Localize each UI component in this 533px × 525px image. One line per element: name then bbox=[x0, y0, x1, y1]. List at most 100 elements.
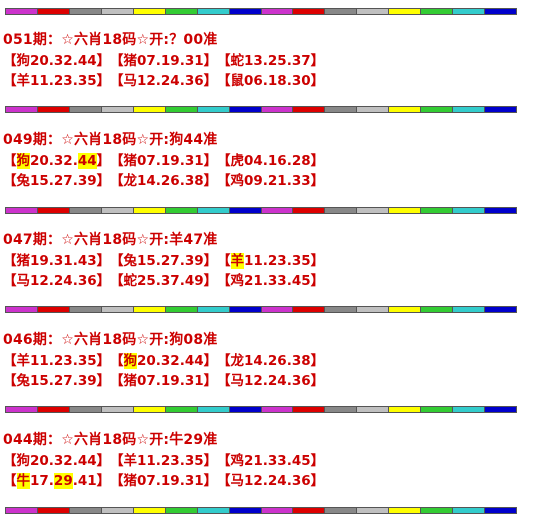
highlighted-hit: 羊 bbox=[230, 253, 244, 269]
period-block: 046期：☆六肖18码☆开:狗08准 【羊11.23.35】【狗20.32.44… bbox=[3, 330, 523, 391]
zodiac-entry: 【马12.24.36】 bbox=[217, 371, 324, 391]
color-stripe-divider bbox=[5, 106, 517, 113]
stripe-segment bbox=[293, 9, 326, 14]
stripe-segment bbox=[293, 307, 326, 312]
zodiac-entry: 【龙14.26.38】 bbox=[217, 351, 324, 371]
entry-text: 【马12.24.36】 bbox=[217, 473, 325, 489]
entry-text: 【兔15.27.39】 bbox=[110, 253, 218, 269]
stripe-segment bbox=[261, 307, 294, 312]
stripe-segment bbox=[389, 307, 422, 312]
zodiac-entry: 【龙14.26.38】 bbox=[110, 171, 217, 191]
color-stripe-divider bbox=[5, 306, 517, 313]
stripe-segment bbox=[197, 208, 230, 213]
stripe-segment bbox=[357, 307, 390, 312]
stripe-segment bbox=[6, 407, 38, 412]
period-block: 049期：☆六肖18码☆开:狗44准 【狗20.32.44】【猪07.19.31… bbox=[3, 130, 523, 191]
zodiac-entry: 【鸡21.33.45】 bbox=[217, 451, 324, 471]
color-stripe-divider bbox=[5, 8, 517, 15]
stripe-segment bbox=[37, 508, 70, 513]
entry-text: 【龙14.26.38】 bbox=[110, 173, 218, 189]
stripe-segment bbox=[133, 508, 166, 513]
zodiac-entry: 【羊11.23.35】 bbox=[110, 451, 217, 471]
stripe-segment bbox=[325, 107, 358, 112]
stripe-segment bbox=[165, 9, 198, 14]
zodiac-entry: 【蛇13.25.37】 bbox=[217, 51, 324, 71]
entry-text: 【猪07.19.31】 bbox=[110, 153, 218, 169]
stripe-segment bbox=[37, 9, 70, 14]
period-block: 051期：☆六肖18码☆开:？00准 【狗20.32.44】【猪07.19.31… bbox=[3, 30, 523, 91]
stripe-segment bbox=[389, 9, 422, 14]
stripe-segment bbox=[101, 9, 134, 14]
period-title: 049期：☆六肖18码☆开:狗44准 bbox=[3, 132, 218, 148]
stripe-segment bbox=[453, 407, 486, 412]
stripe-segment bbox=[133, 107, 166, 112]
stripe-segment bbox=[421, 508, 454, 513]
stripe-segment bbox=[197, 508, 230, 513]
entry-text: 【兔15.27.39】 bbox=[3, 373, 111, 389]
color-stripe-divider bbox=[5, 507, 517, 514]
stripe-segment bbox=[453, 508, 486, 513]
stripe-segment bbox=[69, 107, 102, 112]
zodiac-entry: 【狗20.32.44】 bbox=[3, 51, 110, 71]
stripe-segment bbox=[261, 208, 294, 213]
stripe-segment bbox=[197, 307, 230, 312]
stripe-segment bbox=[389, 508, 422, 513]
stripe-segment bbox=[357, 407, 390, 412]
stripe-segment bbox=[165, 508, 198, 513]
period-title: 047期：☆六肖18码☆开:羊47准 bbox=[3, 232, 218, 248]
entry-text: 【蛇25.37.49】 bbox=[110, 273, 218, 289]
stripe-segment bbox=[69, 407, 102, 412]
period-title: 044期：☆六肖18码☆开:牛29准 bbox=[3, 432, 218, 448]
entry-text: 【蛇13.25.37】 bbox=[217, 53, 325, 69]
zodiac-entry: 【兔15.27.39】 bbox=[3, 371, 110, 391]
entry-text: 【羊11.23.35】 bbox=[3, 353, 111, 369]
zodiac-entry: 【马12.24.36】 bbox=[3, 271, 110, 291]
entry-text: 20.32. bbox=[30, 153, 78, 169]
stripe-segment bbox=[261, 9, 294, 14]
stripe-segment bbox=[197, 107, 230, 112]
stripe-segment bbox=[261, 107, 294, 112]
stripe-segment bbox=[389, 107, 422, 112]
stripe-segment bbox=[357, 9, 390, 14]
stripe-segment bbox=[101, 208, 134, 213]
zodiac-entry: 【猪07.19.31】 bbox=[110, 151, 217, 171]
stripe-segment bbox=[101, 307, 134, 312]
entry-text: 【鸡09.21.33】 bbox=[217, 173, 325, 189]
stripe-segment bbox=[325, 508, 358, 513]
entry-text: 【虎04.16.28】 bbox=[217, 153, 325, 169]
entry-row: 【狗20.32.44】【猪07.19.31】【蛇13.25.37】 bbox=[3, 51, 523, 71]
highlighted-hit: 29 bbox=[53, 473, 73, 489]
highlighted-hit: 狗 bbox=[123, 353, 137, 369]
stripe-segment bbox=[421, 307, 454, 312]
entry-text: 【猪19.31.43】 bbox=[3, 253, 111, 269]
stripe-segment bbox=[229, 107, 262, 112]
stripe-segment bbox=[453, 9, 486, 14]
highlighted-hit: 44 bbox=[77, 153, 97, 169]
stripe-segment bbox=[229, 9, 262, 14]
entry-text: 【马12.24.36】 bbox=[217, 373, 325, 389]
entry-text: 17. bbox=[30, 473, 54, 489]
stripe-segment bbox=[101, 407, 134, 412]
stripe-segment bbox=[165, 307, 198, 312]
entry-text: 【羊11.23.35】 bbox=[110, 453, 218, 469]
stripe-segment bbox=[357, 107, 390, 112]
stripe-segment bbox=[293, 407, 326, 412]
stripe-segment bbox=[485, 208, 516, 213]
zodiac-entry: 【鼠06.18.30】 bbox=[217, 71, 324, 91]
zodiac-entry: 【猪19.31.43】 bbox=[3, 251, 110, 271]
highlighted-hit: 牛 bbox=[16, 473, 30, 489]
stripe-segment bbox=[37, 107, 70, 112]
stripe-segment bbox=[229, 208, 262, 213]
stripe-segment bbox=[69, 508, 102, 513]
stripe-segment bbox=[229, 407, 262, 412]
stripe-segment bbox=[421, 107, 454, 112]
stripe-segment bbox=[325, 407, 358, 412]
stripe-segment bbox=[37, 307, 70, 312]
entry-row: 【马12.24.36】【蛇25.37.49】【鸡21.33.45】 bbox=[3, 271, 523, 291]
stripe-segment bbox=[133, 307, 166, 312]
stripe-segment bbox=[261, 508, 294, 513]
stripe-segment bbox=[293, 208, 326, 213]
highlighted-hit: 狗 bbox=[16, 153, 30, 169]
stripe-segment bbox=[197, 9, 230, 14]
stripe-segment bbox=[453, 208, 486, 213]
